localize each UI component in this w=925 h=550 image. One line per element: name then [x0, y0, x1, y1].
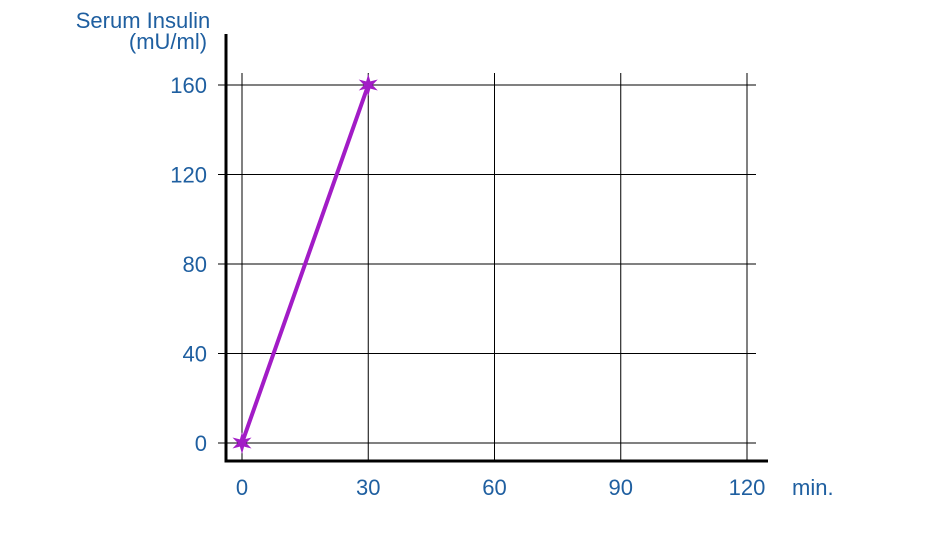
x-tick-label-60: 60 [482, 475, 506, 500]
x-tick-labels: 0 30 60 90 120 [236, 475, 765, 500]
y-tick-label-40: 40 [183, 342, 207, 367]
grid [218, 73, 756, 460]
y-tick-labels: 0 40 80 120 160 [170, 73, 207, 456]
x-tick-label-90: 90 [609, 475, 633, 500]
x-tick-label-30: 30 [356, 475, 380, 500]
x-axis-title: min. [792, 475, 834, 500]
y-tick-label-80: 80 [183, 252, 207, 277]
y-tick-label-0: 0 [195, 431, 207, 456]
y-tick-label-160: 160 [170, 73, 207, 98]
x-tick-label-120: 120 [729, 475, 766, 500]
y-tick-label-120: 120 [170, 163, 207, 188]
x-tick-label-0: 0 [236, 475, 248, 500]
y-axis-title-line2: (mU/ml) [129, 29, 207, 54]
axes [225, 34, 769, 461]
